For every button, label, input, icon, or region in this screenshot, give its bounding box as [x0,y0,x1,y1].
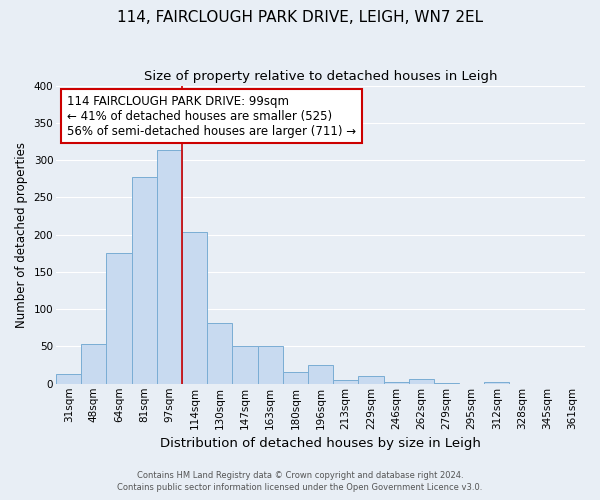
Bar [257,346,283,384]
Bar [333,380,358,384]
Bar [207,324,232,384]
Text: Contains HM Land Registry data © Crown copyright and database right 2024.
Contai: Contains HM Land Registry data © Crown c… [118,471,482,492]
Bar [157,150,182,384]
Bar [434,383,459,384]
Bar [131,178,157,384]
Bar [409,380,434,384]
Bar [358,376,383,384]
Bar [106,254,131,384]
Bar [484,382,509,384]
X-axis label: Distribution of detached houses by size in Leigh: Distribution of detached houses by size … [160,437,481,450]
Bar [308,365,333,384]
Text: 114 FAIRCLOUGH PARK DRIVE: 99sqm
← 41% of detached houses are smaller (525)
56% : 114 FAIRCLOUGH PARK DRIVE: 99sqm ← 41% o… [67,94,356,138]
Bar [81,344,106,384]
Text: 114, FAIRCLOUGH PARK DRIVE, LEIGH, WN7 2EL: 114, FAIRCLOUGH PARK DRIVE, LEIGH, WN7 2… [117,10,483,25]
Bar [383,382,409,384]
Bar [283,372,308,384]
Bar [232,346,257,384]
Y-axis label: Number of detached properties: Number of detached properties [15,142,28,328]
Bar [182,232,207,384]
Bar [56,374,81,384]
Title: Size of property relative to detached houses in Leigh: Size of property relative to detached ho… [144,70,497,83]
